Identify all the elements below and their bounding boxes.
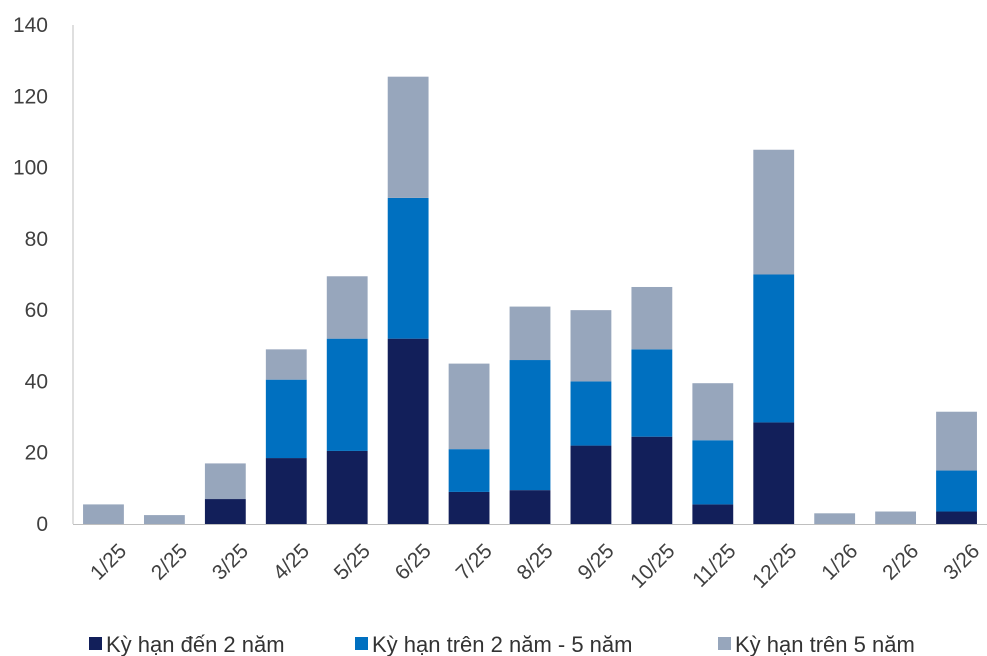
y-tick-label: 100 [13,157,48,180]
bar-segment-series-2 [936,470,977,512]
bar-segment-series-2 [692,440,734,505]
bar-segment-series-1 [692,504,734,524]
y-tick-label: 140 [13,14,48,37]
bar-segment-series-1 [448,491,490,524]
y-tick-label: 120 [13,85,48,108]
x-axis: 1/25 2/25 3/25 4/25 5/25 6/25 7/25 8/25 9/25 10/2… [73,524,987,593]
x-tick-label: 8/25 [513,539,558,584]
bar-segment-series-3 [265,349,307,380]
x-tick-label: 2/26 [878,539,923,584]
bar-segment-series-1 [631,436,673,524]
bar-segment-series-3 [570,310,612,382]
bar-segment-series-1 [326,450,368,524]
x-tick-label: 3/25 [208,539,253,584]
bar-segment-series-1 [570,445,612,524]
legend-swatch [89,637,102,650]
x-tick-label: 11/25 [688,539,740,591]
x-tick-label: 4/25 [269,539,314,584]
bar-segment-series-2 [448,449,490,492]
y-tick-label: 60 [25,299,48,322]
bar-segment-series-1 [387,338,429,524]
x-tick-label: 3/26 [939,539,984,584]
bar-segment-series-3 [143,515,185,524]
y-axis: 0 20 40 60 80 100 120 140 [13,14,74,536]
bar-segment-series-2 [509,360,551,491]
bars-group [83,76,977,524]
x-tick-label: 1/25 [86,539,131,584]
legend-label: Kỳ hạn đến 2 năm [106,632,285,656]
y-tick-label: 80 [25,228,48,251]
bar-segment-series-3 [753,149,795,275]
x-tick-label: 7/25 [452,539,497,584]
x-tick-label: 2/25 [147,539,192,584]
bar-segment-series-2 [387,197,429,339]
y-tick-label: 20 [25,442,48,465]
bar-segment-series-1 [753,422,795,524]
bar-segment-series-3 [936,411,977,471]
legend-swatch [355,637,368,650]
legend-label: Kỳ hạn trên 5 năm [735,632,915,656]
bar-segment-series-3 [448,363,490,450]
bar-segment-series-3 [204,463,246,500]
y-tick-label: 0 [36,513,48,536]
bar-segment-series-3 [509,306,551,361]
bar-segment-series-3 [692,383,734,441]
x-tick-label: 6/25 [391,539,436,584]
bar-segment-series-3 [631,286,673,350]
bar-segment-series-3 [326,276,368,339]
bar-segment-series-2 [631,349,673,437]
legend-label: Kỳ hạn trên 2 năm - 5 năm [372,632,632,656]
bar-segment-series-3 [814,513,856,524]
x-tick-label: 10/25 [626,539,679,592]
x-tick-label: 5/25 [330,539,375,584]
bar-segment-series-1 [509,490,551,524]
bar-segment-series-2 [753,274,795,423]
bar-segment-series-1 [204,499,246,524]
bar-segment-series-2 [570,381,612,446]
y-tick-label: 40 [25,370,48,393]
bar-segment-series-3 [875,511,917,524]
bar-segment-series-2 [326,338,368,451]
bar-segment-series-3 [387,76,429,198]
legend: Kỳ hạn đến 2 năm Kỳ hạn trên 2 năm - 5 nă… [89,632,915,656]
x-tick-label: 9/25 [573,539,618,584]
bar-segment-series-1 [936,511,977,524]
x-tick-label: 1/26 [817,539,862,584]
bar-segment-series-2 [265,379,307,459]
bar-segment-series-3 [83,504,124,524]
bar-segment-series-1 [265,458,307,524]
x-tick-label: 12/25 [748,539,801,592]
legend-swatch [718,637,731,650]
